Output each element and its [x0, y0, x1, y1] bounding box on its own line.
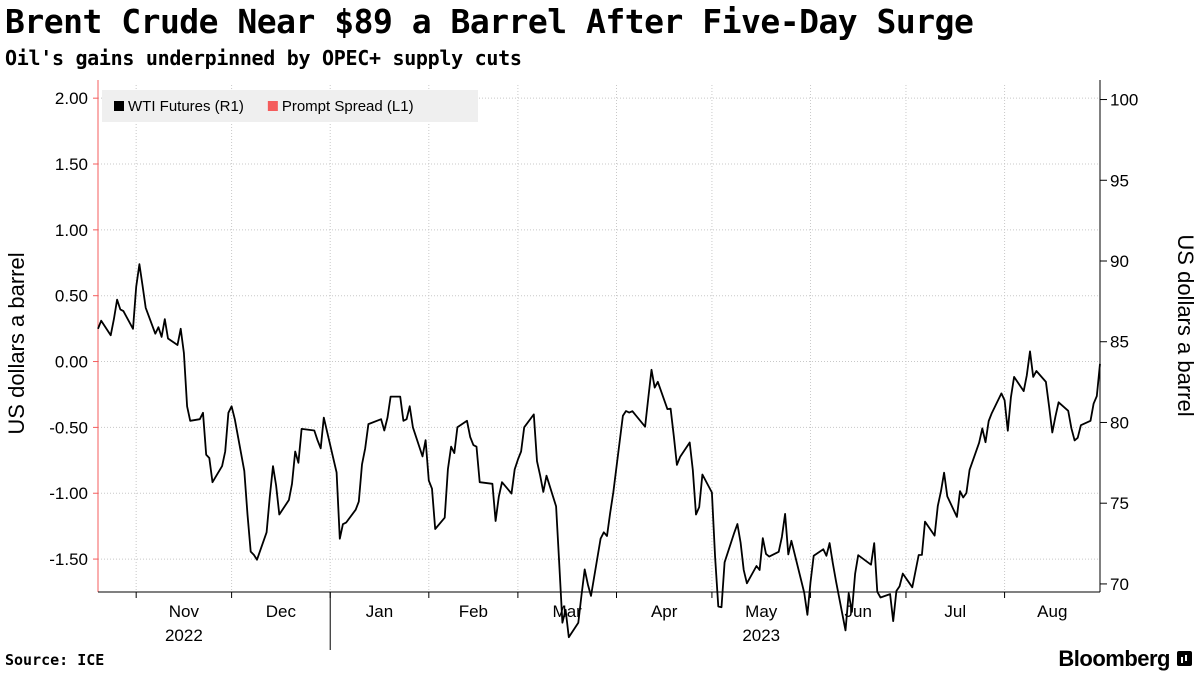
- left-tick-label: 1.00: [55, 221, 88, 240]
- right-axis-title: US dollars a barrel: [1173, 234, 1198, 416]
- x-tick-label: May: [745, 602, 778, 621]
- bloomberg-chart-icon: [1177, 651, 1192, 666]
- x-tick-label: Feb: [459, 602, 488, 621]
- x-tick-label: Jan: [366, 602, 393, 621]
- x-tick-label: Nov: [169, 602, 200, 621]
- legend-swatch: [267, 101, 278, 111]
- left-tick-label: 0.50: [55, 287, 88, 306]
- x-tick-label: Dec: [266, 602, 297, 621]
- right-tick-label: 80: [1110, 413, 1129, 432]
- left-tick-label: 0.00: [55, 353, 88, 372]
- grid-lines: [98, 85, 1100, 592]
- x-tick-label: Jul: [944, 602, 966, 621]
- x-tick-label: Mar: [553, 602, 583, 621]
- legend-label: WTI Futures (R1): [128, 98, 244, 115]
- bloomberg-logo: Bloomberg: [1058, 646, 1170, 671]
- chart-title: Brent Crude Near $89 a Barrel After Five…: [5, 2, 974, 41]
- right-tick-label: 75: [1110, 494, 1129, 513]
- left-tick-label: 1.50: [55, 155, 88, 174]
- x-year-label: 2022: [165, 626, 203, 645]
- x-tick-label: Apr: [651, 602, 678, 621]
- right-tick-label: 90: [1110, 252, 1129, 271]
- right-tick-label: 70: [1110, 575, 1129, 594]
- right-tick-label: 85: [1110, 333, 1129, 352]
- legend: WTI Futures (R1) Prompt Spread (L1): [102, 90, 478, 122]
- legend-swatch: [114, 101, 124, 111]
- right-tick-label: 95: [1110, 171, 1129, 190]
- left-tick-label: -1.00: [49, 484, 88, 503]
- x-year-label: 2023: [742, 626, 780, 645]
- series-lines: [97, 263, 1101, 639]
- left-tick-label: -1.50: [49, 550, 88, 569]
- left-tick-label: -0.50: [49, 418, 88, 437]
- legend-box: [102, 90, 478, 122]
- source-note: Source: ICE: [5, 651, 105, 669]
- legend-label: Prompt Spread (L1): [282, 98, 414, 115]
- series-line-wti-futures: [97, 263, 1101, 639]
- left-tick-label: 2.00: [55, 89, 88, 108]
- x-tick-label: Jun: [845, 602, 872, 621]
- axes: 2.00 1.50 1.00 0.50 0.00 -0.50 -1.00 -1.50 100 95…: [4, 80, 1198, 650]
- chart-subtitle: Oil's gains underpinned by OPEC+ supply …: [5, 46, 522, 70]
- left-axis-title: US dollars a barrel: [4, 252, 29, 434]
- x-tick-label: Aug: [1037, 602, 1067, 621]
- right-tick-label: 100: [1110, 91, 1138, 110]
